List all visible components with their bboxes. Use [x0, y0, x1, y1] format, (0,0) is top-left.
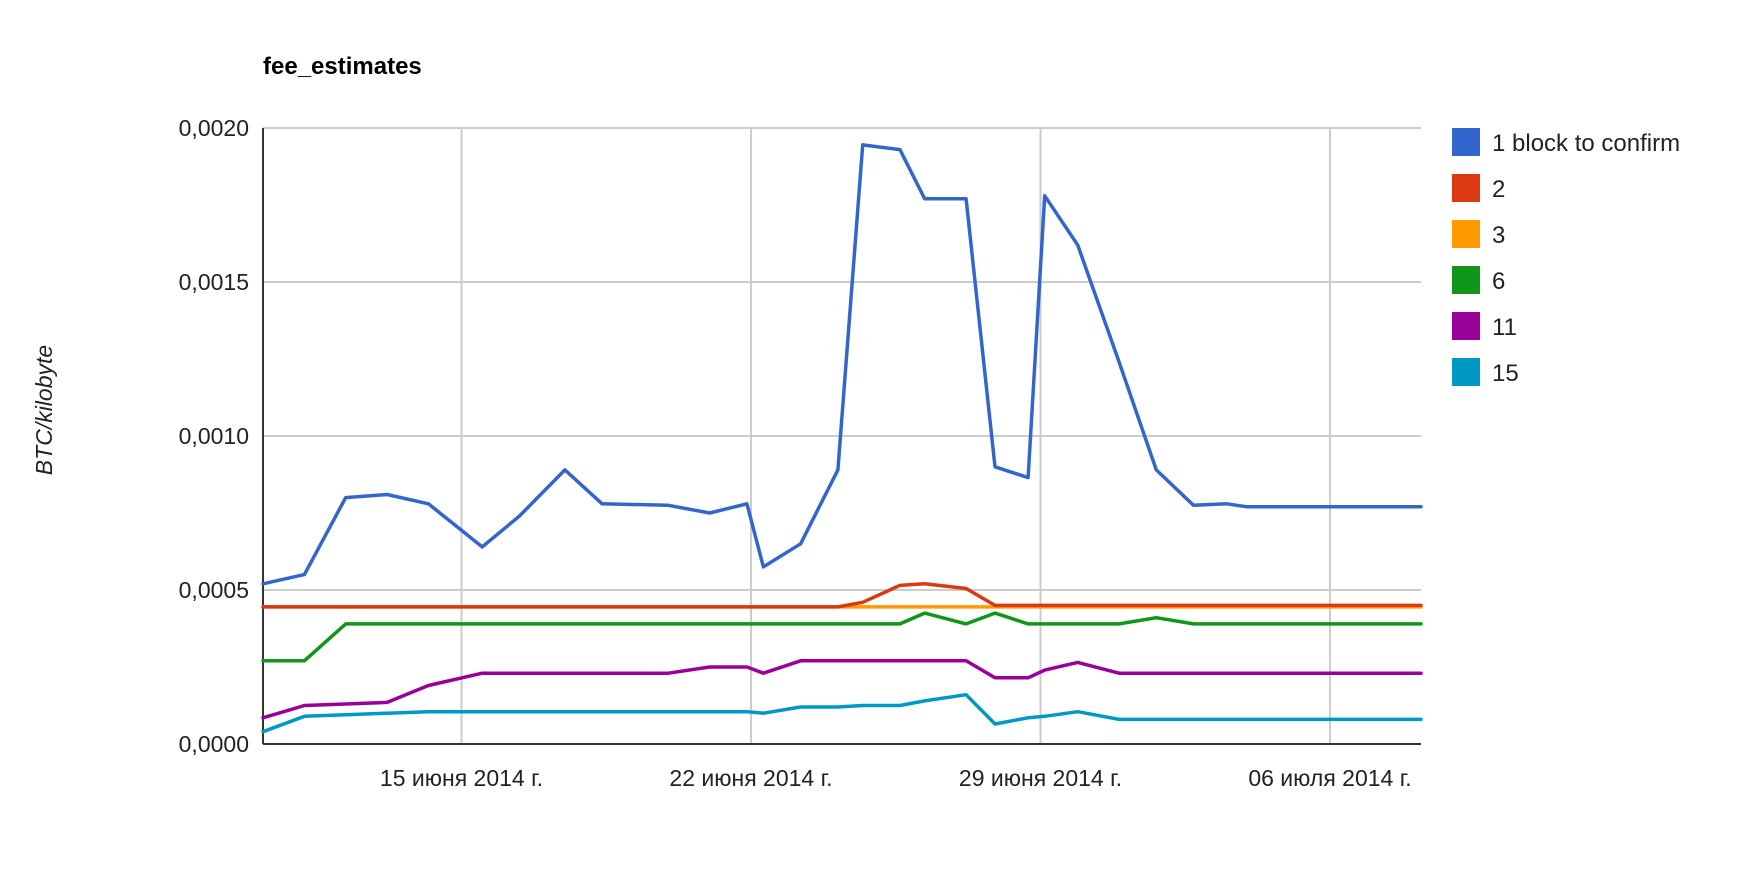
legend: 1 block to confirm 2 3 6 11 15	[1452, 128, 1680, 387]
series-line-15	[261, 692, 1423, 734]
grid-layer	[263, 127, 1421, 744]
legend-swatch	[1452, 220, 1480, 248]
legend-item[interactable]: 1 block to confirm	[1452, 128, 1680, 157]
series-line-11	[261, 659, 1423, 720]
x-tick-label: 29 июня 2014 г.	[959, 765, 1122, 791]
legend-label: 2	[1492, 176, 1505, 203]
legend-item[interactable]: 15	[1452, 358, 1519, 387]
series-line-2	[261, 582, 1423, 609]
legend-label: 3	[1492, 222, 1505, 249]
series-line-1-block-to-confirm	[261, 143, 1423, 586]
legend-swatch	[1452, 174, 1480, 202]
legend-label: 11	[1492, 314, 1517, 341]
legend-item[interactable]: 3	[1452, 220, 1505, 249]
axis-layer: 0,0000 0,0005 0,0010 0,0015 0,0020 15 июня 20…	[179, 115, 1421, 791]
y-tick-label: 0,0000	[179, 731, 249, 757]
series-line-6	[261, 611, 1423, 663]
legend-swatch	[1452, 312, 1480, 340]
legend-swatch	[1452, 266, 1480, 294]
legend-label: 15	[1492, 360, 1519, 387]
legend-item[interactable]: 2	[1452, 174, 1505, 203]
y-tick-label: 0,0015	[179, 269, 249, 295]
legend-label: 6	[1492, 268, 1505, 295]
x-tick-label: 22 июня 2014 г.	[669, 765, 832, 791]
legend-swatch	[1452, 128, 1480, 156]
x-tick-label: 06 июля 2014 г.	[1248, 765, 1411, 791]
y-axis-label: BTC/kilobyte	[31, 345, 57, 475]
y-tick-label: 0,0010	[179, 423, 249, 449]
y-tick-label: 0,0020	[179, 115, 249, 141]
chart-title: fee_estimates	[263, 53, 422, 80]
y-tick-label: 0,0005	[179, 577, 249, 603]
legend-item[interactable]: 6	[1452, 266, 1505, 295]
legend-item[interactable]: 11	[1452, 312, 1517, 341]
legend-swatch	[1452, 358, 1480, 386]
legend-label: 1 block to confirm	[1492, 130, 1680, 157]
x-tick-label: 15 июня 2014 г.	[380, 765, 543, 791]
series-layer	[261, 143, 1423, 734]
